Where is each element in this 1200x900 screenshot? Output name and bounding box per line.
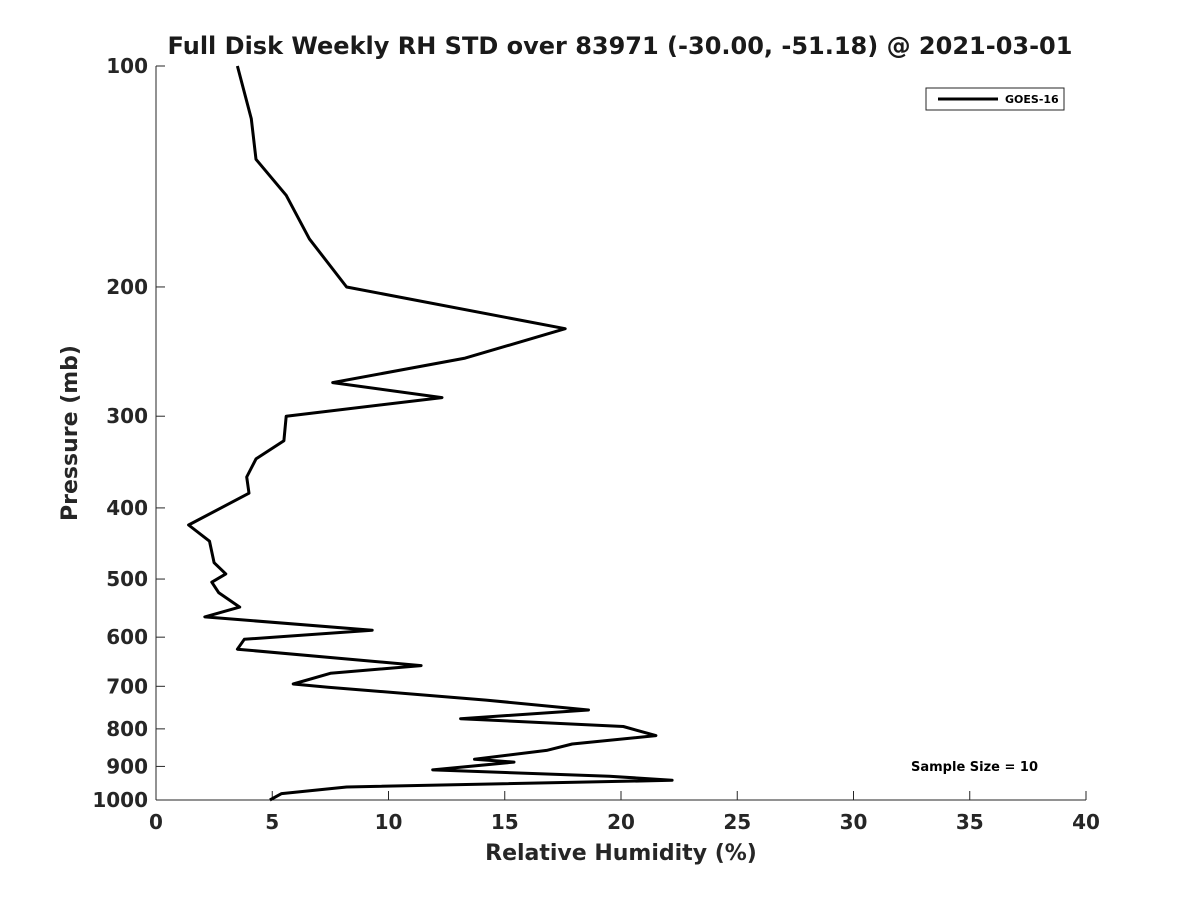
y-tick-label: 400 [106,496,148,520]
x-tick-label: 10 [375,810,403,834]
x-tick-label: 15 [491,810,519,834]
series-layer [187,65,674,802]
legend: GOES-16 [925,87,1065,111]
x-tick-label: 20 [607,810,635,834]
x-axis-label: Relative Humidity (%) [485,841,757,866]
y-tick-label: 900 [106,754,148,778]
y-tick-label: 1000 [92,788,148,812]
y-tick-label: 100 [106,54,148,78]
legend-label-goes-16: GOES-16 [1005,93,1059,106]
y-tick-label: 300 [106,404,148,428]
x-tick-label: 5 [265,810,279,834]
y-axis-label: Pressure (mb) [58,345,83,521]
plot-area [155,66,1086,801]
x-ticks: 0 5 10 15 20 25 30 35 40 [149,791,1100,834]
y-tick-label: 600 [106,625,148,649]
y-tick-label: 800 [106,717,148,741]
x-tick-label: 40 [1072,810,1100,834]
y-tick-label: 500 [106,567,148,591]
x-tick-label: 25 [723,810,751,834]
x-tick-label: 30 [840,810,868,834]
x-tick-label: 0 [149,810,163,834]
series-line-goes-16 [187,65,674,802]
chart-title: Full Disk Weekly RH STD over 83971 (-30.… [168,32,1073,60]
sample-size-annotation: Sample Size = 10 [911,760,1038,775]
x-tick-label: 35 [956,810,984,834]
y-ticks: 100 200 300 400 500 600 700 800 900 1000 [92,54,165,812]
y-tick-label: 700 [106,674,148,698]
y-tick-label: 200 [106,275,148,299]
